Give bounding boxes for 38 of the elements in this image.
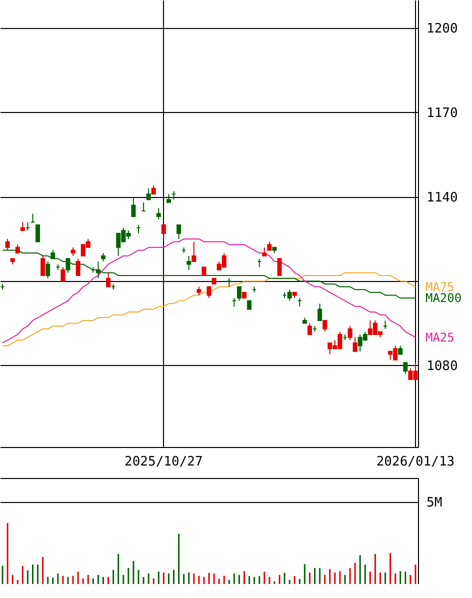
y-tick-label: 1140 <box>426 190 458 206</box>
candlestick <box>403 362 408 374</box>
y-tick-label: 1080 <box>426 358 458 374</box>
candlestick <box>348 326 352 341</box>
candlestick <box>60 266 66 282</box>
candlestick <box>76 258 80 276</box>
candlestick <box>192 241 196 262</box>
candlestick <box>186 255 192 270</box>
line-series <box>2 238 416 344</box>
candlestick <box>156 208 161 220</box>
x-tick-label: 2025/10/27 <box>124 454 203 470</box>
candlestick <box>146 188 151 200</box>
candlestick <box>131 196 136 217</box>
y-tick-label: 1170 <box>426 106 458 121</box>
y-tick-label: 1200 <box>426 22 458 37</box>
candlestick <box>96 260 100 279</box>
candlestick <box>287 289 292 302</box>
series-label: MA200 <box>425 291 462 305</box>
candlestick <box>206 286 212 298</box>
candlestick <box>161 224 166 240</box>
series-label: MA25 <box>425 330 454 344</box>
candlestick <box>277 258 282 276</box>
candlestick <box>176 224 182 240</box>
candlestick <box>322 320 328 332</box>
candlestick <box>5 238 10 251</box>
candlestick <box>352 336 358 352</box>
candlestick <box>40 255 46 276</box>
candlestick <box>106 272 111 288</box>
x-tick-label: 2026/01/13 <box>376 454 455 470</box>
candlestick <box>46 260 50 279</box>
candlestick <box>36 224 40 242</box>
series-label: MA75 <box>425 280 454 294</box>
line-series <box>2 272 416 346</box>
candlestick <box>66 258 70 274</box>
y-tick-label: 5M <box>426 495 442 510</box>
candlestick <box>307 322 312 336</box>
candlestick <box>236 286 242 302</box>
candlestick <box>318 303 322 321</box>
